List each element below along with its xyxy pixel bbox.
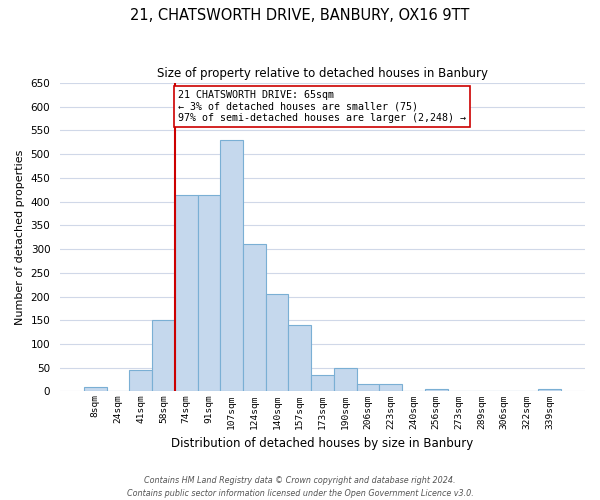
X-axis label: Distribution of detached houses by size in Banbury: Distribution of detached houses by size …	[172, 437, 473, 450]
Bar	[130, 370, 152, 392]
Bar	[152, 320, 175, 392]
Text: 21, CHATSWORTH DRIVE, BANBURY, OX16 9TT: 21, CHATSWORTH DRIVE, BANBURY, OX16 9TT	[130, 8, 470, 22]
Title: Size of property relative to detached houses in Banbury: Size of property relative to detached ho…	[157, 68, 488, 80]
Bar	[289, 325, 311, 392]
Text: Contains HM Land Registry data © Crown copyright and database right 2024.
Contai: Contains HM Land Registry data © Crown c…	[127, 476, 473, 498]
Bar	[356, 384, 379, 392]
Bar	[220, 140, 243, 392]
Bar	[266, 294, 289, 392]
Y-axis label: Number of detached properties: Number of detached properties	[15, 150, 25, 325]
Bar	[425, 389, 448, 392]
Bar	[243, 244, 266, 392]
Bar	[379, 384, 402, 392]
Bar	[311, 375, 334, 392]
Text: 21 CHATSWORTH DRIVE: 65sqm
← 3% of detached houses are smaller (75)
97% of semi-: 21 CHATSWORTH DRIVE: 65sqm ← 3% of detac…	[178, 90, 466, 124]
Bar	[84, 386, 107, 392]
Bar	[175, 194, 197, 392]
Bar	[334, 368, 356, 392]
Bar	[538, 389, 561, 392]
Bar	[197, 194, 220, 392]
